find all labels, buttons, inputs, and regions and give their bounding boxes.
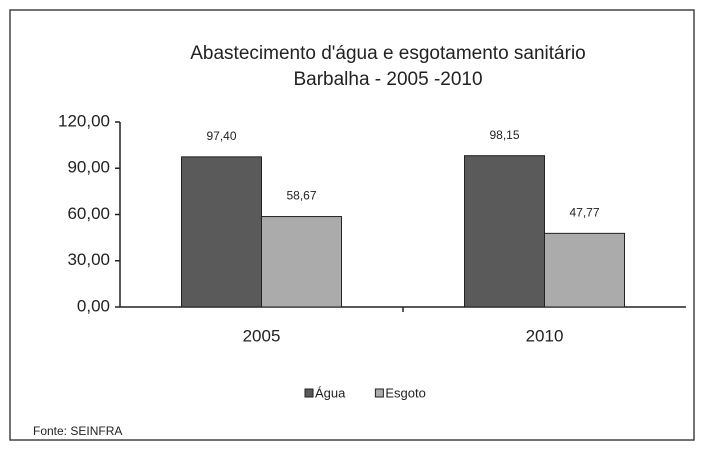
x-tick-label: 2010 (526, 326, 564, 345)
x-tick-label: 2005 (243, 326, 281, 345)
source-note: Fonte: SEINFRA (33, 424, 122, 438)
y-tick-label: 60,00 (67, 204, 110, 223)
data-label: 47,77 (569, 206, 599, 220)
legend-label: Esgoto (385, 385, 425, 400)
bar (261, 216, 342, 308)
legend-swatch (374, 388, 384, 398)
chart-subtitle: Barbalha - 2005 -2010 (293, 69, 482, 90)
bar (181, 156, 262, 308)
bar (544, 232, 625, 308)
y-tick-label: 0,00 (77, 296, 110, 315)
data-label: 58,67 (286, 189, 316, 203)
legend-swatch (304, 388, 314, 398)
legend-label: Água (315, 385, 346, 400)
y-tick-label: 90,00 (67, 158, 110, 177)
data-label: 97,40 (206, 129, 236, 143)
y-tick-label: 120,00 (58, 111, 110, 130)
bar (464, 155, 545, 308)
data-label: 98,15 (489, 128, 519, 142)
chart-frame (9, 9, 695, 441)
chart-title: Abastecimento d'água e esgotamento sanit… (190, 43, 586, 64)
y-tick-label: 30,00 (67, 250, 110, 269)
